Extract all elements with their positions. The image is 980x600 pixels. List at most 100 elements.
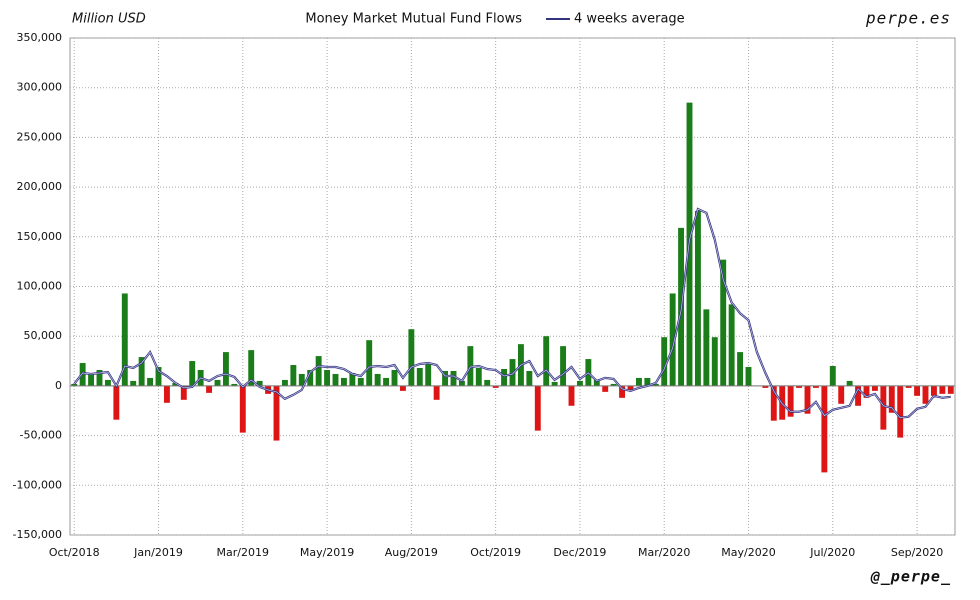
bar [863,385,870,398]
bar [947,385,954,394]
x-tick-label: Sep/2020 [891,546,943,559]
bar [450,370,457,386]
bar [627,385,634,391]
x-tick-label: May/2020 [721,546,775,559]
bar [475,368,482,386]
bar [914,385,921,396]
bar [214,379,221,386]
bar [593,379,600,386]
bar [281,379,288,386]
y-tick-label: 0 [55,379,62,392]
x-tick-label: Jan/2019 [133,546,183,559]
bar [155,367,162,386]
bar [787,385,794,417]
bar [694,210,701,386]
bar [568,385,575,406]
y-tick-label: -100,000 [13,478,62,491]
bar [147,377,154,386]
y-tick-label: 100,000 [17,280,63,293]
chart-title: Money Market Mutual Fund Flows [305,12,522,27]
bar [206,385,213,393]
bar [324,369,331,386]
bar [661,337,668,386]
bar [526,370,533,386]
bar [770,385,777,421]
bar [231,383,238,386]
bar [71,383,78,386]
bar [222,352,229,386]
bar [762,385,769,388]
bar [737,352,744,386]
bar [576,380,583,386]
bar [652,383,659,386]
bar [408,329,415,386]
bar [846,380,853,386]
bar [796,385,803,388]
average-line-highlight [73,208,951,419]
bar [180,385,187,400]
y-tick-label: 350,000 [17,31,63,44]
bar [930,385,937,396]
bar [239,385,246,433]
bar [442,370,449,386]
bar [298,373,305,386]
y-tick-label: 250,000 [17,130,63,143]
bar [812,385,819,388]
bar [374,373,381,386]
bar [871,385,878,391]
y-tick-label: -150,000 [13,528,62,541]
bar [745,367,752,386]
bar [425,364,432,386]
bar [366,340,373,386]
bar [897,385,904,438]
bar [88,373,95,386]
bar [635,377,642,386]
bar [669,293,676,386]
bar [838,385,845,404]
bar [163,385,170,403]
bar [315,356,322,386]
y-tick-label: 150,000 [17,230,63,243]
bar [416,368,423,386]
x-tick-label: Mar/2019 [217,546,269,559]
bar [720,259,727,386]
x-tick-label: Oct/2018 [49,546,100,559]
bar [104,379,111,386]
x-tick-label: Mar/2020 [638,546,690,559]
bar [543,336,550,386]
bar [888,385,895,413]
bar [728,304,735,386]
y-tick-label: 200,000 [17,180,63,193]
bar [458,380,465,386]
bar [273,385,280,441]
legend-label: 4 weeks average [574,12,685,27]
bar [829,366,836,386]
bar [138,357,145,386]
bar [391,369,398,386]
bar [492,385,499,388]
y-tick-label: -50,000 [20,429,62,442]
bar [340,377,347,386]
x-tick-label: Aug/2019 [385,546,438,559]
bar [130,380,137,386]
bar [855,385,862,406]
bar [383,377,390,386]
bar [619,385,626,398]
bar [703,309,710,386]
bar [399,385,406,391]
bar [357,377,364,386]
bar [256,380,263,386]
bar [189,361,196,386]
bar [349,372,356,386]
bar [821,385,828,473]
y-axis-label: Million USD [72,12,146,27]
bar [96,369,103,386]
bar [804,385,811,414]
x-tick-label: May/2019 [300,546,354,559]
bar [501,369,508,386]
y-tick-label: 300,000 [17,81,63,94]
bar [307,369,314,386]
x-tick-label: Oct/2019 [470,546,521,559]
bar [332,373,339,386]
bar [905,385,912,388]
